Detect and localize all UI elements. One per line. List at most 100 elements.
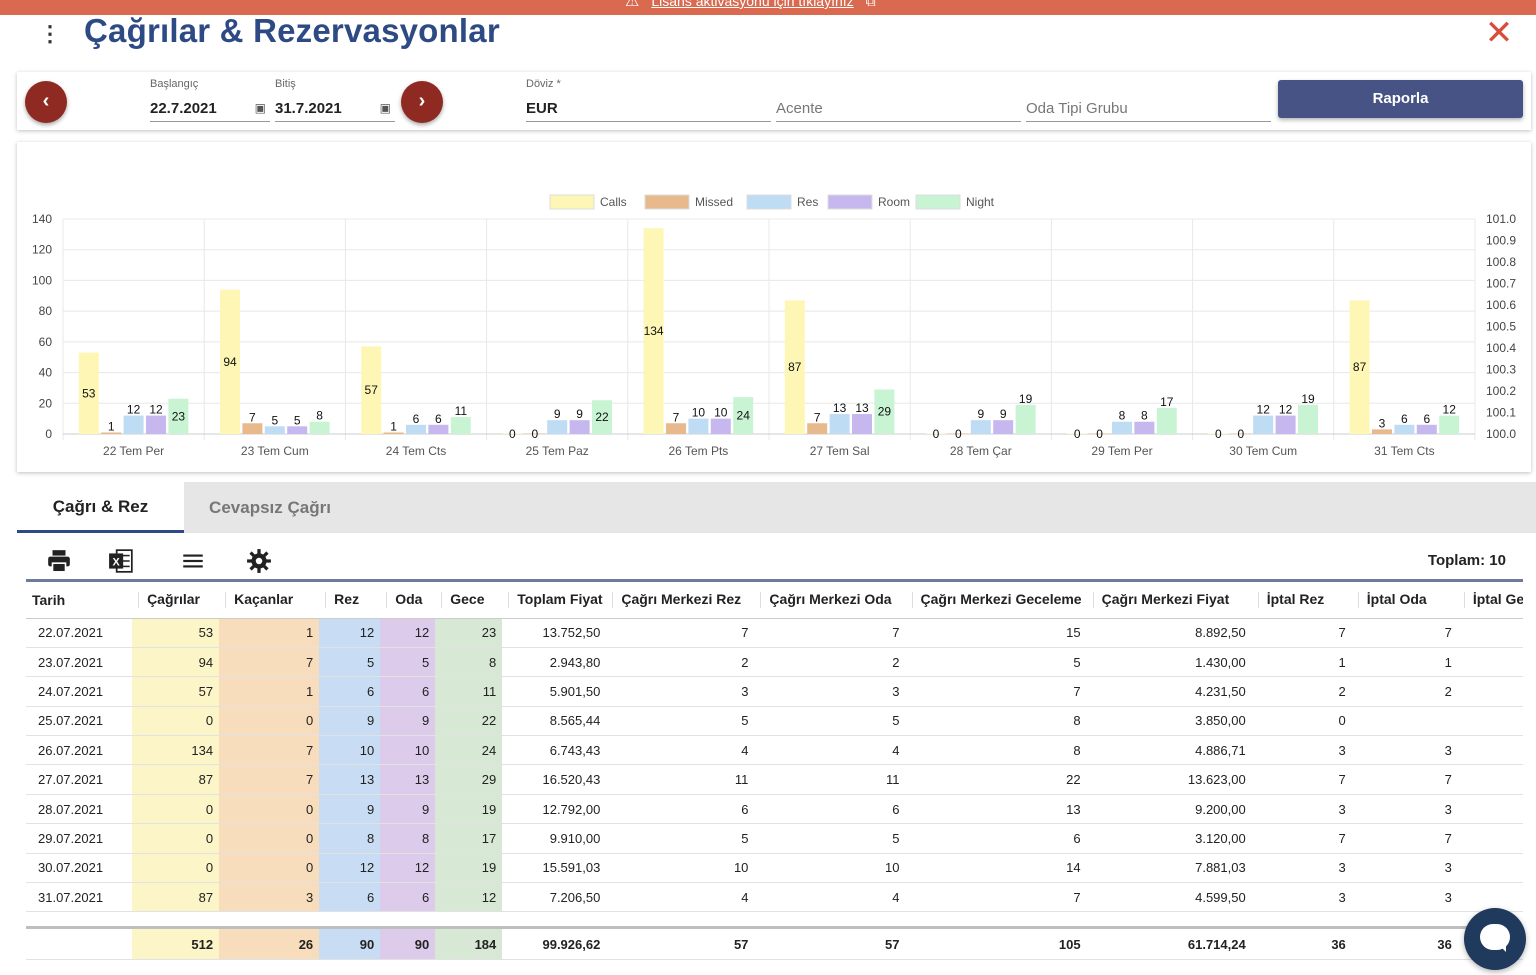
chat-button[interactable] — [1464, 908, 1526, 970]
x-tick-label: 22 Tem Per — [103, 444, 164, 458]
bar-calls — [361, 346, 382, 434]
table-row[interactable]: 25.07.2021 0 0 9 9 22 8.565,44 5 5 8 3.850,00 0 — [26, 706, 1523, 737]
table-toolbar: X Toplam: 10 — [17, 540, 1536, 580]
next-period-button[interactable]: › — [401, 81, 443, 123]
column-header[interactable]: Çağrı Merkezi Oda — [754, 582, 906, 619]
list-icon[interactable] — [180, 548, 206, 574]
table-cell: 15 — [905, 618, 1087, 648]
data-label: 9 — [977, 407, 984, 421]
table-cell: 0 — [132, 823, 220, 854]
calendar-icon[interactable]: ▣ — [254, 101, 266, 115]
room-type-group-placeholder[interactable]: Oda Tipi Grubu — [1026, 100, 1128, 117]
bar-missed — [666, 423, 686, 434]
table-separator — [26, 911, 1523, 930]
table-cell: 3 — [1251, 853, 1352, 884]
bar-res — [829, 414, 850, 434]
tab-calls-reservations[interactable]: Çağrı & Rez — [17, 482, 184, 533]
table-cell: 4 — [606, 735, 755, 766]
bar-res — [1394, 424, 1415, 434]
table-row[interactable]: 27.07.2021 87 7 13 13 29 16.520,43 11 11 22 13.623… — [26, 764, 1523, 795]
table-row[interactable]: 30.07.2021 0 0 12 12 19 15.591,03 10 10 14 7.881,0… — [26, 853, 1523, 884]
data-label: 53 — [82, 386, 96, 400]
column-header[interactable]: İptal Rez — [1251, 582, 1352, 619]
page-title: Çağrılar & Rezervasyonlar — [84, 12, 500, 49]
previous-period-button[interactable]: ‹ — [25, 81, 67, 123]
start-date-value[interactable]: 22.7.2021 — [150, 100, 217, 117]
total-cell: 105 — [905, 927, 1087, 961]
table-row[interactable]: 31.07.2021 87 3 6 6 12 7.206,50 4 4 7 4.599,50 3 3 — [26, 882, 1523, 913]
bar-room — [146, 415, 166, 434]
total-cell: 36 — [1251, 927, 1352, 961]
bar-missed — [1372, 429, 1392, 434]
y-tick-label: 40 — [39, 366, 53, 380]
table-row[interactable]: 26.07.2021 134 7 10 10 24 6.743,43 4 4 8 4.886,71 3… — [26, 735, 1523, 766]
agency-select[interactable]: Acente — [776, 100, 1021, 122]
table-row[interactable]: 23.07.2021 94 7 5 5 8 2.943,80 2 2 5 1.430,00 1 1 — [26, 647, 1523, 678]
table-cell: 7.881,03 — [1086, 853, 1252, 884]
table-cell — [1457, 618, 1523, 648]
calendar-icon[interactable]: ▣ — [379, 101, 391, 115]
column-header-label: Çağrı Merkezi Geceleme — [920, 591, 1082, 608]
data-label: 7 — [249, 410, 256, 424]
table-cell — [1457, 764, 1523, 795]
column-header[interactable]: Çağrı Merkezi Rez — [606, 582, 755, 619]
data-label: 8 — [1119, 409, 1126, 423]
bar-room — [993, 420, 1014, 434]
table-cell: 1 — [1351, 647, 1458, 678]
column-header[interactable]: Çağrılar — [132, 582, 220, 619]
table-row[interactable]: 28.07.2021 0 0 9 9 19 12.792,00 6 6 13 9.200,00 3 3 — [26, 794, 1523, 825]
table-cell: 22 — [435, 706, 503, 737]
table-row[interactable]: 22.07.2021 53 1 12 12 23 13.752,50 7 7 15 8.892,50… — [26, 618, 1523, 648]
data-label: 0 — [933, 427, 940, 441]
agency-placeholder[interactable]: Acente — [776, 100, 823, 117]
end-date-value[interactable]: 31.7.2021 — [275, 100, 342, 117]
bar-missed — [383, 432, 404, 434]
legend-swatch — [549, 194, 595, 210]
room-type-group-select[interactable]: Oda Tipi Grubu — [1026, 100, 1271, 122]
report-table-container[interactable]: Tarih Çağrılar Kaçanlar Rez Oda Gece Toplam Fi… — [26, 579, 1523, 975]
table-row[interactable]: 24.07.2021 57 1 6 6 11 5.901,50 3 3 7 4.231,50 2 2 — [26, 676, 1523, 707]
x-tick-label: 26 Tem Pts — [668, 444, 728, 458]
table-cell: 0 — [219, 706, 320, 737]
currency-value[interactable]: EUR — [526, 100, 558, 117]
column-header[interactable]: Oda — [380, 582, 436, 619]
bar-room — [428, 424, 449, 434]
bar-night — [1298, 404, 1318, 434]
tab-missed-calls[interactable]: Cevapsız Çağrı — [209, 498, 331, 517]
close-icon[interactable]: ✕ — [1484, 14, 1514, 52]
data-label: 87 — [1353, 360, 1367, 374]
column-header[interactable]: Gece — [435, 582, 503, 619]
data-label: 9 — [576, 407, 583, 421]
column-header[interactable]: İptal Gece — [1457, 582, 1523, 619]
table-cell: 31.07.2021 — [26, 882, 133, 913]
more-menu-icon[interactable]: ⋮ — [39, 21, 61, 46]
column-header[interactable]: Tarih — [26, 582, 133, 619]
column-header[interactable]: İptal Oda — [1351, 582, 1458, 619]
currency-select[interactable]: Döviz * EUR — [526, 78, 771, 122]
data-label: 57 — [365, 383, 379, 397]
column-header[interactable]: Rez — [319, 582, 381, 619]
column-header[interactable]: Toplam Fiyat — [502, 582, 607, 619]
table-cell: 134 — [132, 735, 220, 766]
start-date-field[interactable]: Başlangıç 22.7.2021 ▣ — [150, 78, 270, 122]
table-cell: 26.07.2021 — [26, 735, 133, 766]
license-link[interactable]: Lisans aktivasyonu için tıklayınız — [651, 0, 854, 9]
column-header[interactable]: Kaçanlar — [219, 582, 320, 619]
y2-tick-label: 100.2 — [1486, 384, 1516, 398]
gear-icon[interactable] — [246, 548, 272, 574]
license-banner[interactable]: ⚠ Lisans aktivasyonu için tıklayınız ⧉ — [0, 0, 1536, 15]
table-cell: 4.231,50 — [1086, 676, 1252, 707]
table-cell: 8 — [319, 823, 381, 854]
table-cell: 7.206,50 — [502, 882, 607, 913]
excel-icon[interactable]: X — [108, 548, 134, 574]
table-row[interactable]: 29.07.2021 0 0 8 8 17 9.910,00 5 5 6 3.120,00 7 7 — [26, 823, 1523, 854]
column-header[interactable]: Çağrı Merkezi Fiyat — [1086, 582, 1252, 619]
report-button[interactable]: Raporla — [1278, 80, 1523, 118]
end-date-field[interactable]: Bitiş 31.7.2021 ▣ — [275, 78, 395, 122]
legend-label: Res — [797, 195, 818, 209]
table-cell: 3 — [1251, 794, 1352, 825]
print-icon[interactable] — [46, 548, 72, 574]
column-header[interactable]: Çağrı Merkezi Geceleme — [905, 582, 1087, 619]
legend-swatch — [827, 194, 873, 210]
table-cell: 6 — [606, 794, 755, 825]
